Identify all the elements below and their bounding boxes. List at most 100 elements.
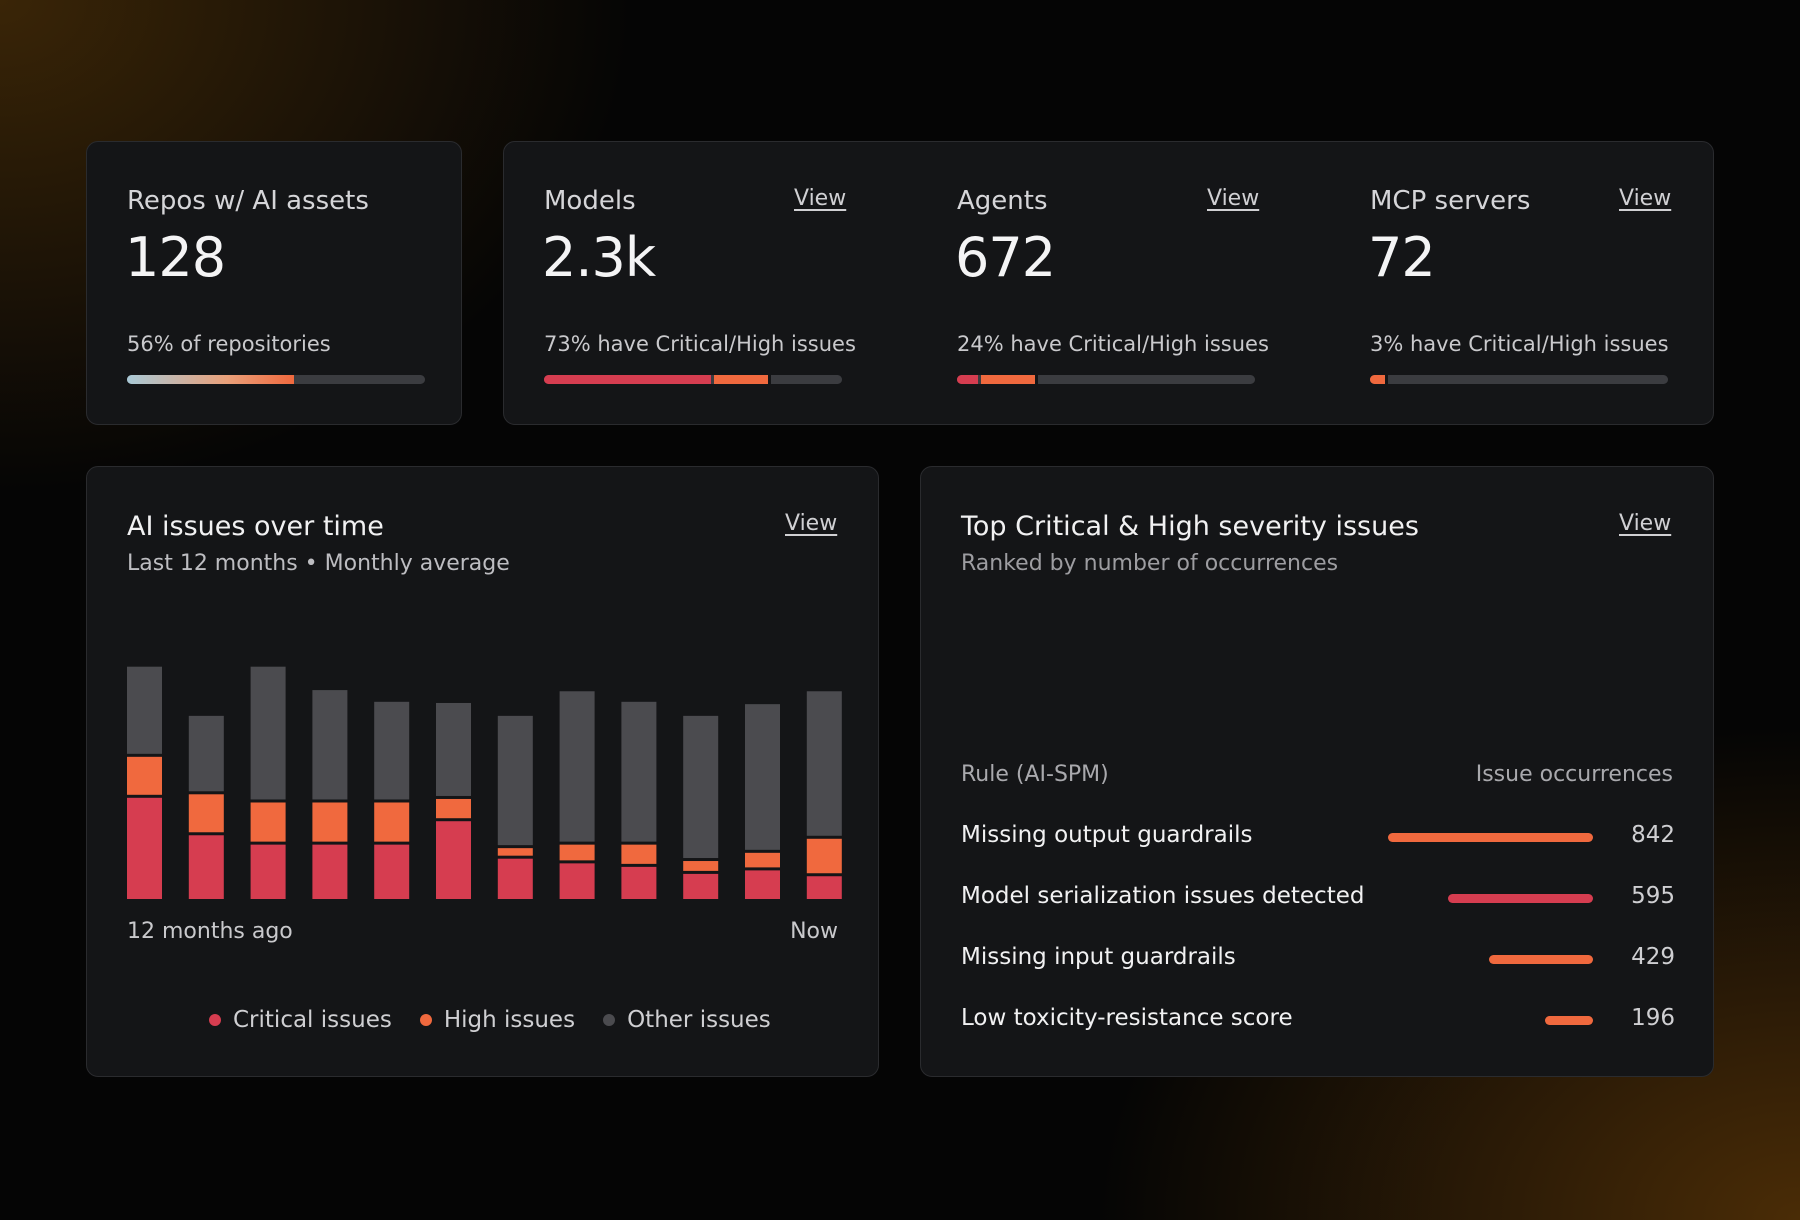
critical-bar-segment — [683, 873, 719, 899]
rule-column-header: Rule (AI-SPM) — [961, 762, 1109, 787]
models-issues-bar — [544, 375, 842, 384]
top-issues-card: Top Critical & High severity issues View… — [920, 466, 1714, 1077]
repos-progress-bar — [127, 375, 425, 384]
top-issues-view-link[interactable]: View — [1619, 511, 1672, 536]
agents-view-link[interactable]: View — [1207, 186, 1260, 211]
critical-segment — [544, 375, 711, 384]
other-bar-segment — [745, 704, 780, 850]
x-axis-end-label: Now — [790, 919, 838, 944]
high-segment — [714, 375, 768, 384]
issue-occurrence-count: 595 — [1631, 883, 1675, 909]
x-axis-start-label: 12 months ago — [127, 919, 293, 944]
critical-bar-segment — [312, 844, 348, 899]
high-bar-segment — [250, 802, 286, 842]
other-dot-icon — [603, 1014, 616, 1026]
high-dot-icon — [419, 1014, 432, 1026]
issue-rule-label: Missing input guardrails — [961, 944, 1236, 970]
other-bar-segment — [683, 715, 719, 859]
high-bar-segment — [374, 802, 410, 842]
other-bar-segment — [250, 666, 286, 800]
issues-chart-view-link[interactable]: View — [785, 511, 838, 536]
gap-segment — [1385, 375, 1388, 384]
agents-value: 672 — [955, 226, 1056, 289]
critical-bar-segment — [497, 858, 533, 899]
critical-dot-icon — [209, 1014, 221, 1026]
critical-bar-segment — [559, 863, 595, 899]
other-bar-segment — [436, 702, 471, 796]
critical-bar-segment — [127, 797, 162, 899]
issue-occurrence-bar — [1545, 1016, 1593, 1025]
other-bar-segment — [312, 690, 348, 800]
repos-value: 128 — [125, 226, 226, 289]
legend-high: High issues — [419, 1007, 576, 1033]
models-subtitle: 73% have Critical/High issues — [544, 332, 856, 356]
high-bar-segment — [806, 838, 842, 874]
other-bar-segment — [621, 701, 657, 842]
mcp-view-link[interactable]: View — [1619, 186, 1672, 211]
legend-high-label: High issues — [443, 1007, 576, 1033]
mcp-label: MCP servers — [1370, 186, 1531, 216]
occurrences-column-header: Issue occurrences — [1475, 762, 1673, 787]
high-bar-segment — [188, 794, 224, 833]
high-bar-segment — [436, 798, 471, 819]
issues-over-time-card: AI issues over time View Last 12 months … — [86, 466, 879, 1077]
issue-occurrence-bar — [1388, 833, 1593, 842]
mcp-issues-bar — [1370, 375, 1668, 384]
legend-other-label: Other issues — [627, 1007, 771, 1033]
critical-bar-segment — [250, 844, 286, 899]
critical-bar-segment — [436, 821, 471, 899]
repos-card: Repos w/ AI assets 128 56% of repositori… — [86, 141, 462, 425]
other-bar-segment — [188, 715, 224, 792]
agents-issues-bar — [957, 375, 1255, 384]
issue-rule-label: Missing output guardrails — [961, 822, 1253, 848]
critical-bar-segment — [621, 866, 657, 899]
critical-segment — [957, 375, 978, 384]
models-value: 2.3k — [542, 226, 656, 289]
other-bar-segment — [559, 691, 595, 842]
repos-label: Repos w/ AI assets — [127, 186, 369, 216]
issues-bar-chart — [127, 666, 842, 899]
high-bar-segment — [683, 861, 719, 871]
high-bar-segment — [312, 802, 348, 842]
models-view-link[interactable]: View — [794, 186, 847, 211]
high-bar-segment — [745, 852, 780, 868]
top-issues-title: Top Critical & High severity issues — [961, 511, 1419, 542]
issues-chart-subtitle: Last 12 months • Monthly average — [127, 551, 510, 576]
high-segment — [981, 375, 1035, 384]
legend-critical: Critical issues — [209, 1007, 392, 1033]
issues-chart-title: AI issues over time — [127, 511, 384, 542]
issue-rule-label: Model serialization issues detected — [961, 883, 1365, 909]
critical-bar-segment — [374, 844, 410, 899]
high-bar-segment — [497, 848, 533, 856]
other-bar-segment — [374, 701, 410, 800]
agents-label: Agents — [957, 186, 1048, 216]
top-issues-subtitle: Ranked by number of occurrences — [961, 551, 1339, 576]
gap-segment — [768, 375, 771, 384]
critical-bar-segment — [806, 876, 842, 899]
high-bar-segment — [127, 756, 162, 795]
models-label: Models — [544, 186, 636, 216]
legend-other: Other issues — [603, 1007, 771, 1033]
mcp-subtitle: 3% have Critical/High issues — [1370, 332, 1669, 356]
issue-occurrence-count: 196 — [1631, 1005, 1675, 1031]
mcp-value: 72 — [1368, 226, 1436, 289]
other-bar-segment — [127, 666, 162, 754]
high-bar-segment — [621, 844, 657, 864]
legend-critical-label: Critical issues — [233, 1007, 392, 1033]
critical-bar-segment — [745, 870, 780, 899]
gap-segment — [1035, 375, 1038, 384]
chart-legend: Critical issues High issues Other issues — [209, 1007, 771, 1033]
repos-progress-fill — [127, 375, 294, 384]
issue-rule-label: Low toxicity-resistance score — [961, 1005, 1293, 1031]
issue-occurrence-count: 842 — [1631, 822, 1675, 848]
assets-card: Models View 2.3k 73% have Critical/High … — [503, 141, 1714, 425]
other-bar-segment — [497, 715, 533, 846]
other-bar-segment — [806, 691, 842, 836]
repos-subtitle: 56% of repositories — [127, 332, 331, 356]
critical-bar-segment — [188, 835, 224, 899]
high-segment — [1370, 375, 1385, 384]
high-bar-segment — [559, 844, 595, 861]
issue-occurrence-bar — [1489, 955, 1593, 964]
issue-occurrence-bar — [1448, 894, 1593, 903]
agents-subtitle: 24% have Critical/High issues — [957, 332, 1269, 356]
